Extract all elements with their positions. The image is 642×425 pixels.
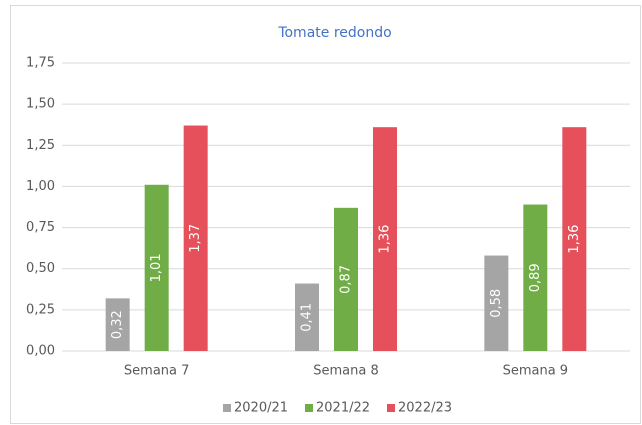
legend-swatch	[223, 404, 231, 412]
value-label: 1,37	[188, 224, 203, 253]
bar	[295, 283, 319, 351]
value-label: 1,36	[378, 225, 393, 254]
legend-label: 2022/23	[398, 401, 452, 416]
bar	[144, 184, 169, 351]
value-label: 0,32	[110, 310, 125, 339]
value-label: 0,87	[339, 265, 354, 294]
y-tick-label: 0,75	[26, 220, 55, 235]
value-label: 1,01	[149, 253, 164, 282]
x-tick-label: Semana 8	[313, 364, 379, 379]
y-tick-label: 0,00	[26, 344, 55, 359]
value-label: 0,58	[489, 289, 504, 318]
x-tick-label: Semana 9	[503, 364, 569, 379]
bar	[484, 255, 509, 351]
value-label: 0,41	[300, 303, 315, 332]
value-label: 1,36	[567, 225, 582, 254]
bar	[373, 127, 397, 351]
y-tick-label: 0,50	[26, 261, 55, 276]
x-tick-label: Semana 7	[124, 364, 190, 379]
y-tick-label: 1,25	[26, 138, 55, 153]
y-tick-label: 1,50	[26, 97, 55, 112]
value-label: 0,89	[528, 263, 543, 292]
chart-title: Tomate redondo	[277, 25, 391, 41]
legend-swatch	[305, 404, 313, 412]
y-tick-label: 1,75	[26, 56, 55, 71]
bar	[523, 204, 548, 351]
legend-swatch	[387, 404, 395, 412]
y-tick-label: 1,00	[26, 179, 55, 194]
bar	[105, 298, 130, 351]
bar	[562, 127, 587, 351]
bar	[334, 207, 358, 351]
legend-label: 2021/22	[316, 401, 370, 416]
legend-label: 2020/21	[234, 401, 288, 416]
y-tick-label: 0,25	[26, 302, 55, 317]
bar	[183, 125, 208, 351]
